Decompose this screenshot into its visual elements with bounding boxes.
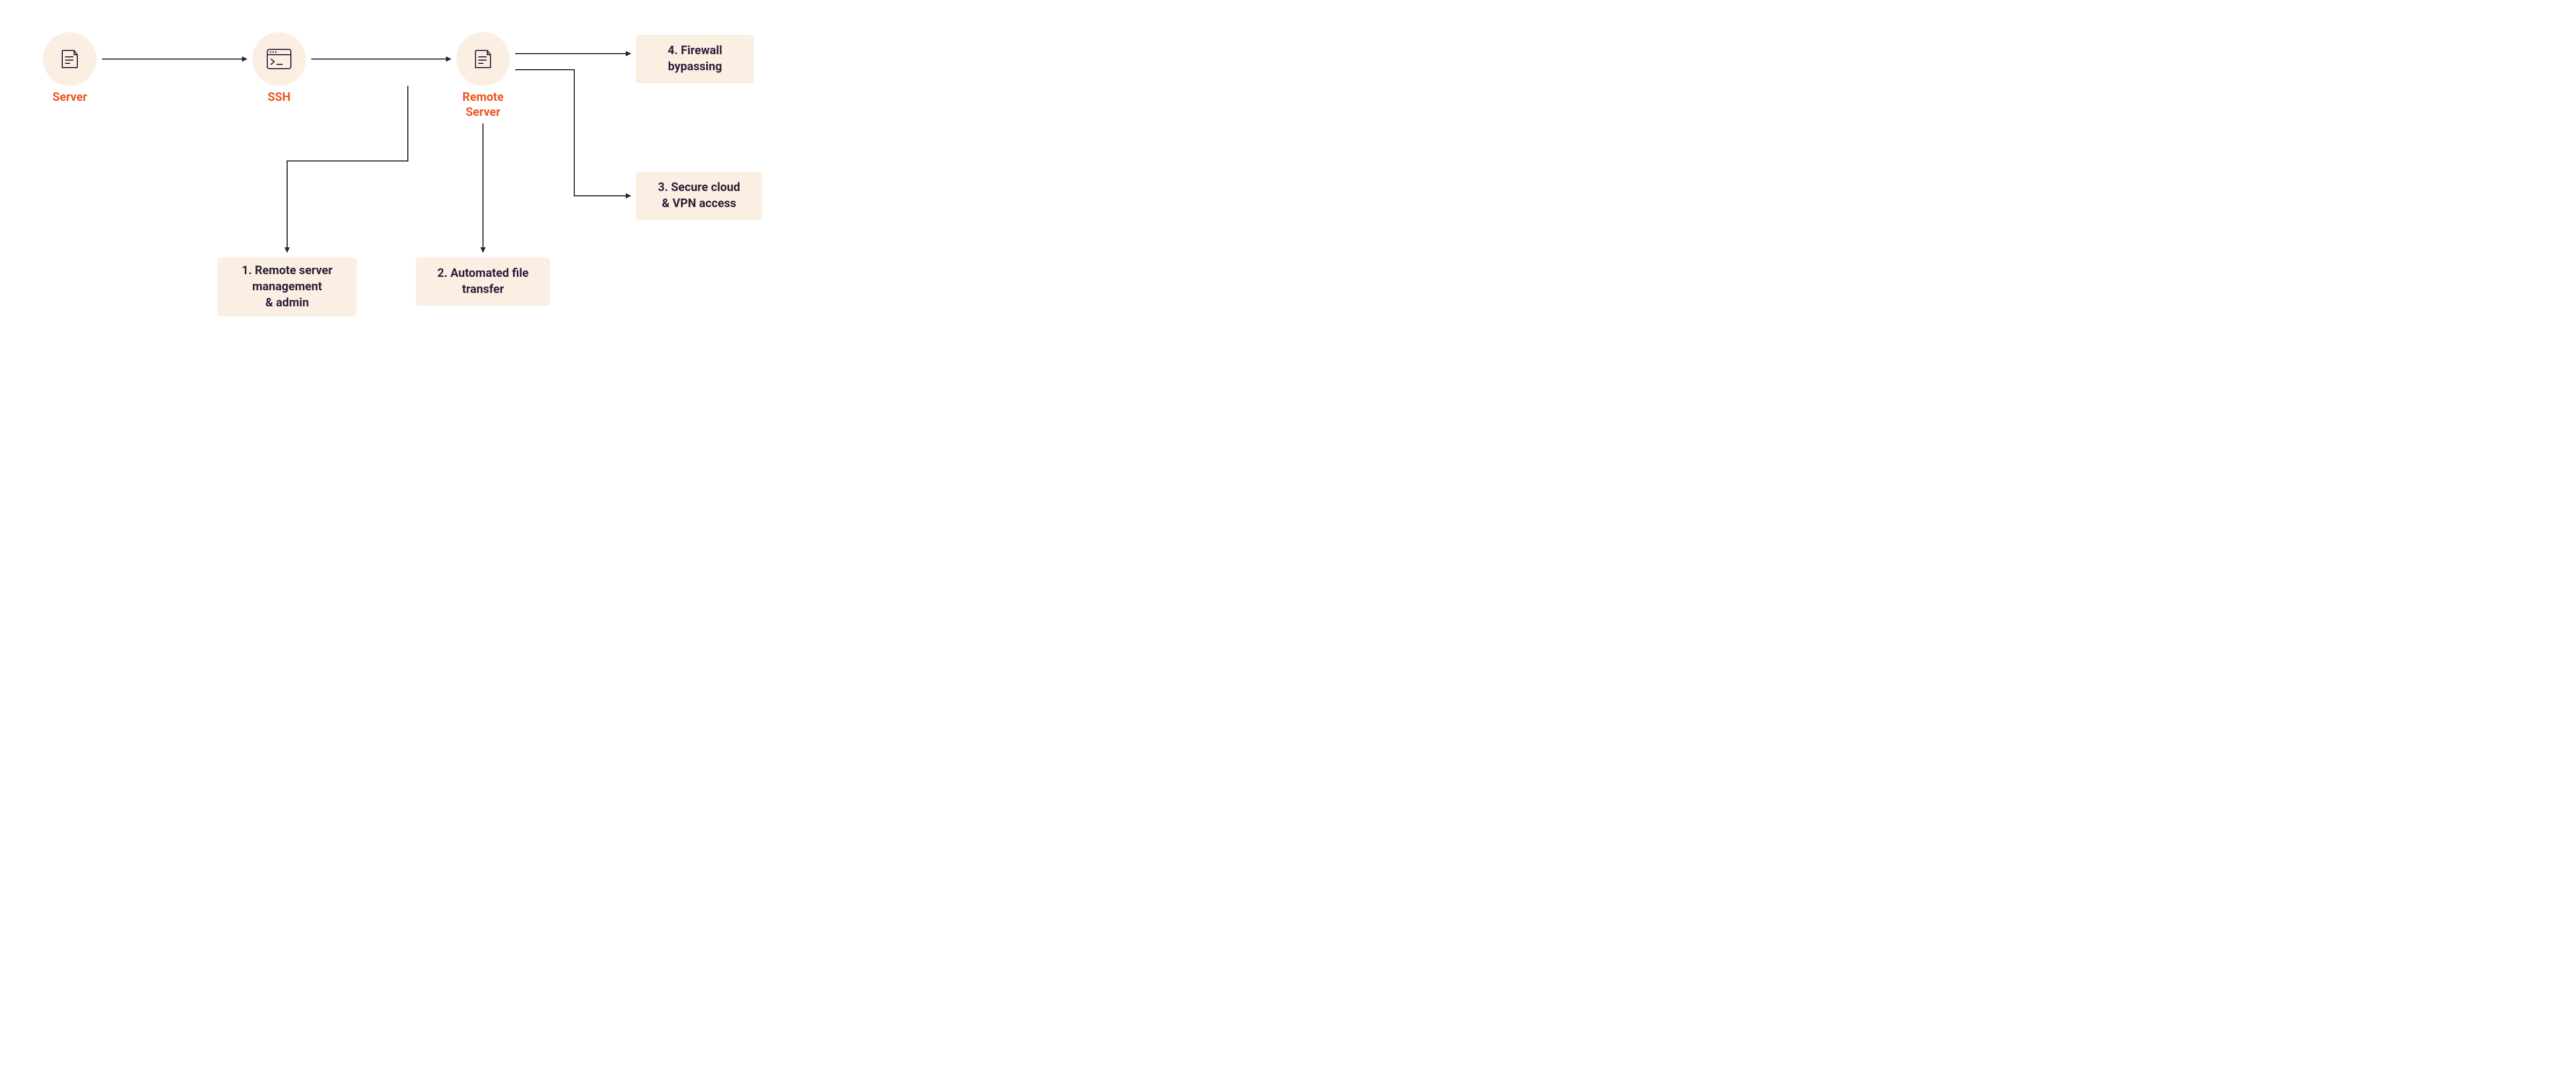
box-remote-management: 1. Remote server management & admin xyxy=(217,258,357,317)
remote-server-label-line2: Server xyxy=(466,106,501,119)
box-cloud-vpn: 3. Secure cloud & VPN access xyxy=(636,172,762,220)
ssh-node xyxy=(252,32,306,86)
ssh-label: SSH xyxy=(252,90,306,105)
box2-line2: transfer xyxy=(462,283,504,296)
box1-line1: 1. Remote server xyxy=(241,264,332,277)
remote-server-label: Remote Server xyxy=(445,90,521,120)
box3-line1: 3. Secure cloud xyxy=(658,181,740,194)
remote-server-label-line1: Remote xyxy=(463,91,504,104)
server-label: Server xyxy=(43,90,97,105)
box1-line3: & admin xyxy=(265,296,309,310)
remote-server-icon xyxy=(470,46,496,72)
box4-line1: 4. Firewall xyxy=(668,44,722,57)
server-node xyxy=(43,32,97,86)
box2-line1: 2. Automated file xyxy=(437,267,529,280)
server-icon xyxy=(57,46,83,72)
ssh-flowchart: Server SSH Remote Server 1. Remote serve… xyxy=(0,0,859,362)
terminal-icon xyxy=(265,47,293,71)
box1-line2: management xyxy=(252,280,322,293)
remote-server-node xyxy=(456,32,510,86)
box4-line2: bypassing xyxy=(668,60,722,74)
box3-line2: & VPN access xyxy=(662,197,736,210)
box-file-transfer: 2. Automated file transfer xyxy=(416,258,550,306)
edge-remote-to-cloud-vpn xyxy=(515,70,631,196)
edge-remote-to-management xyxy=(287,86,408,252)
box-firewall-bypass: 4. Firewall bypassing xyxy=(636,35,754,83)
